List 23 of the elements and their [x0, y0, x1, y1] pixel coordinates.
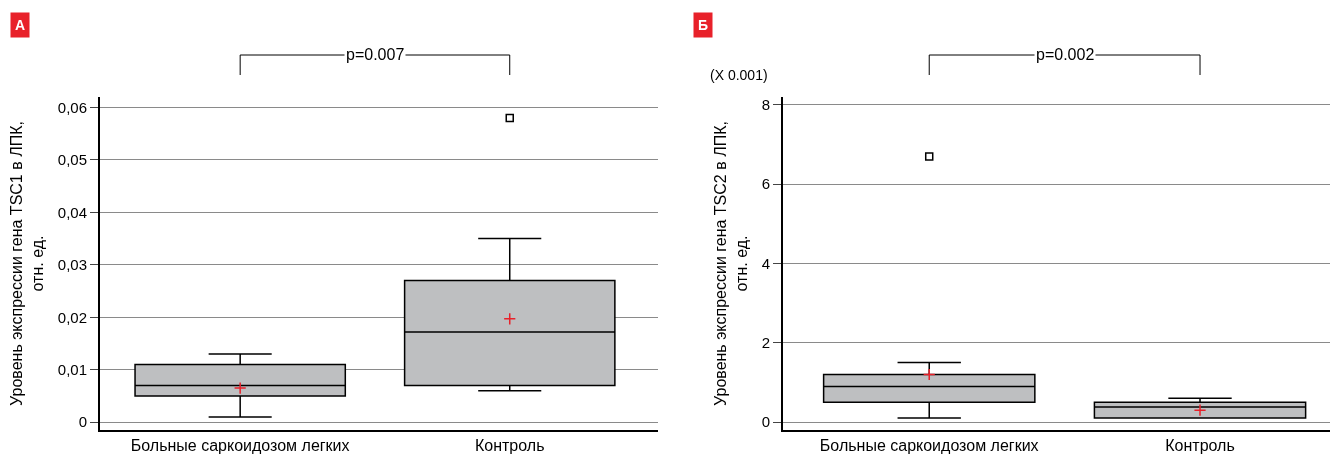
text: А: [15, 17, 26, 33]
y-tick-label: 0,05: [57, 151, 87, 169]
y-tick-label: 2: [761, 334, 770, 352]
text: (X 0.001): [710, 67, 768, 83]
text: Б: [698, 17, 709, 33]
y-tick-label: 0: [78, 413, 87, 431]
text: p=0.007: [346, 46, 405, 63]
y-axis-title: Уровень экспрессии гена TSC1 в ЛПК, отн. ед.: [8, 121, 47, 406]
y-tick-label: 0,02: [57, 308, 87, 326]
y-tick-label: 0,06: [57, 98, 87, 116]
y-tick-label: 6: [761, 175, 770, 193]
x-tick-label: Контроль: [474, 437, 545, 455]
y-tick-label: 0: [761, 413, 770, 431]
y-tick-label: 0,03: [57, 256, 87, 274]
y-tick-label: 8: [761, 96, 770, 114]
y-axis-title: Уровень экспрессии гена TSC2 в ЛПК, отн. ед.: [712, 121, 751, 406]
y-tick-label: 0,04: [57, 203, 87, 221]
x-tick-label: Больные саркоидозом легких: [819, 437, 1039, 455]
x-tick-label: Больные саркоидозом легких: [130, 437, 350, 455]
text: p=0.002: [1036, 46, 1095, 63]
y-tick-label: 4: [761, 254, 770, 272]
x-tick-label: Контроль: [1165, 437, 1235, 455]
y-tick-label: 0,01: [57, 360, 87, 378]
